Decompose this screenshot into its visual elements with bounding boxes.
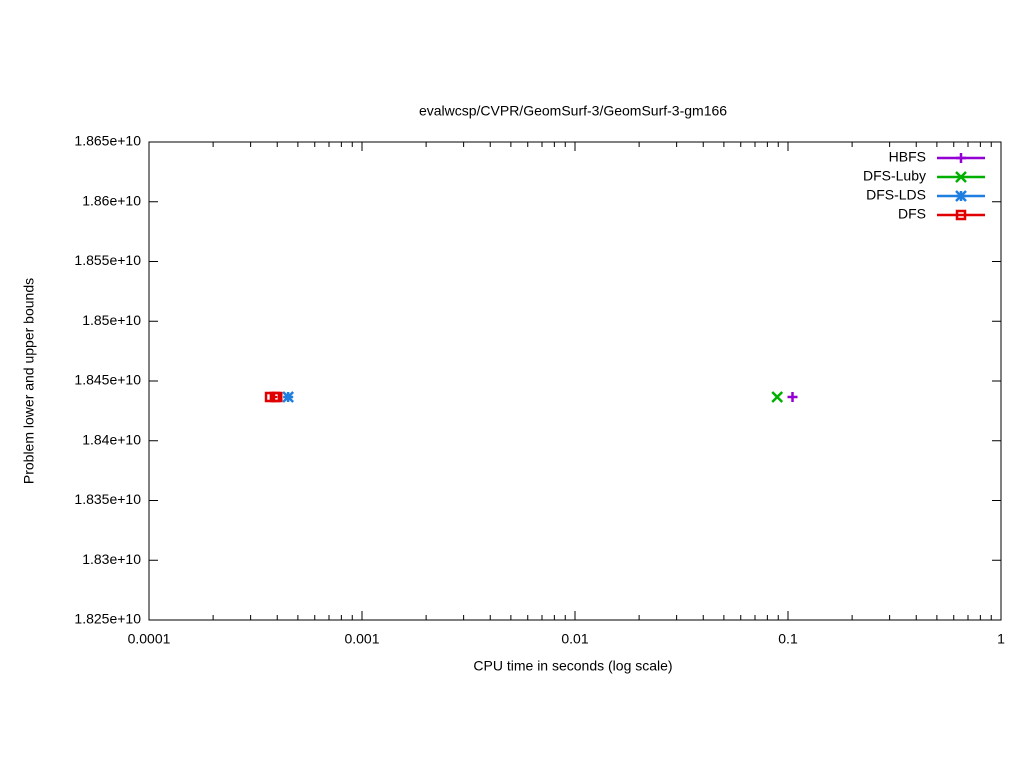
x-tick-label: 0.001 — [344, 631, 379, 647]
point-marker — [282, 391, 295, 403]
y-tick-label: 1.86e+10 — [82, 192, 141, 208]
y-tick-label: 1.84e+10 — [82, 431, 141, 447]
legend-marker — [955, 209, 967, 221]
point-marker — [271, 391, 283, 403]
legend-marker — [955, 190, 967, 202]
x-tick-label: 0.0001 — [128, 631, 171, 647]
x-tick-label: 0.1 — [778, 631, 798, 647]
y-tick-label: 1.835e+10 — [74, 491, 141, 507]
y-tick-label: 1.845e+10 — [74, 372, 141, 388]
y-tick-label: 1.83e+10 — [82, 551, 141, 567]
legend-label: DFS-Luby — [863, 168, 926, 184]
y-tick-label: 1.855e+10 — [74, 252, 141, 268]
x-axis-label: CPU time in seconds (log scale) — [473, 658, 672, 674]
legend-label: DFS-LDS — [866, 187, 926, 203]
legend-marker — [956, 153, 966, 163]
y-tick-label: 1.865e+10 — [74, 133, 141, 149]
x-tick-label: 0.01 — [561, 631, 588, 647]
legend-label: HBFS — [889, 149, 926, 165]
legend-marker — [955, 171, 967, 183]
y-tick-label: 1.825e+10 — [74, 611, 141, 627]
y-axis-label: Problem lower and upper bounds — [21, 278, 37, 484]
point-marker — [771, 391, 784, 403]
point-marker — [787, 392, 798, 403]
x-tick-label: 1 — [997, 631, 1005, 647]
y-tick-label: 1.85e+10 — [82, 312, 141, 328]
plot-frame — [148, 141, 1002, 621]
chart-title: evalwcsp/CVPR/GeomSurf-3/GeomSurf-3-gm16… — [419, 103, 727, 119]
legend-label: DFS — [898, 206, 926, 222]
